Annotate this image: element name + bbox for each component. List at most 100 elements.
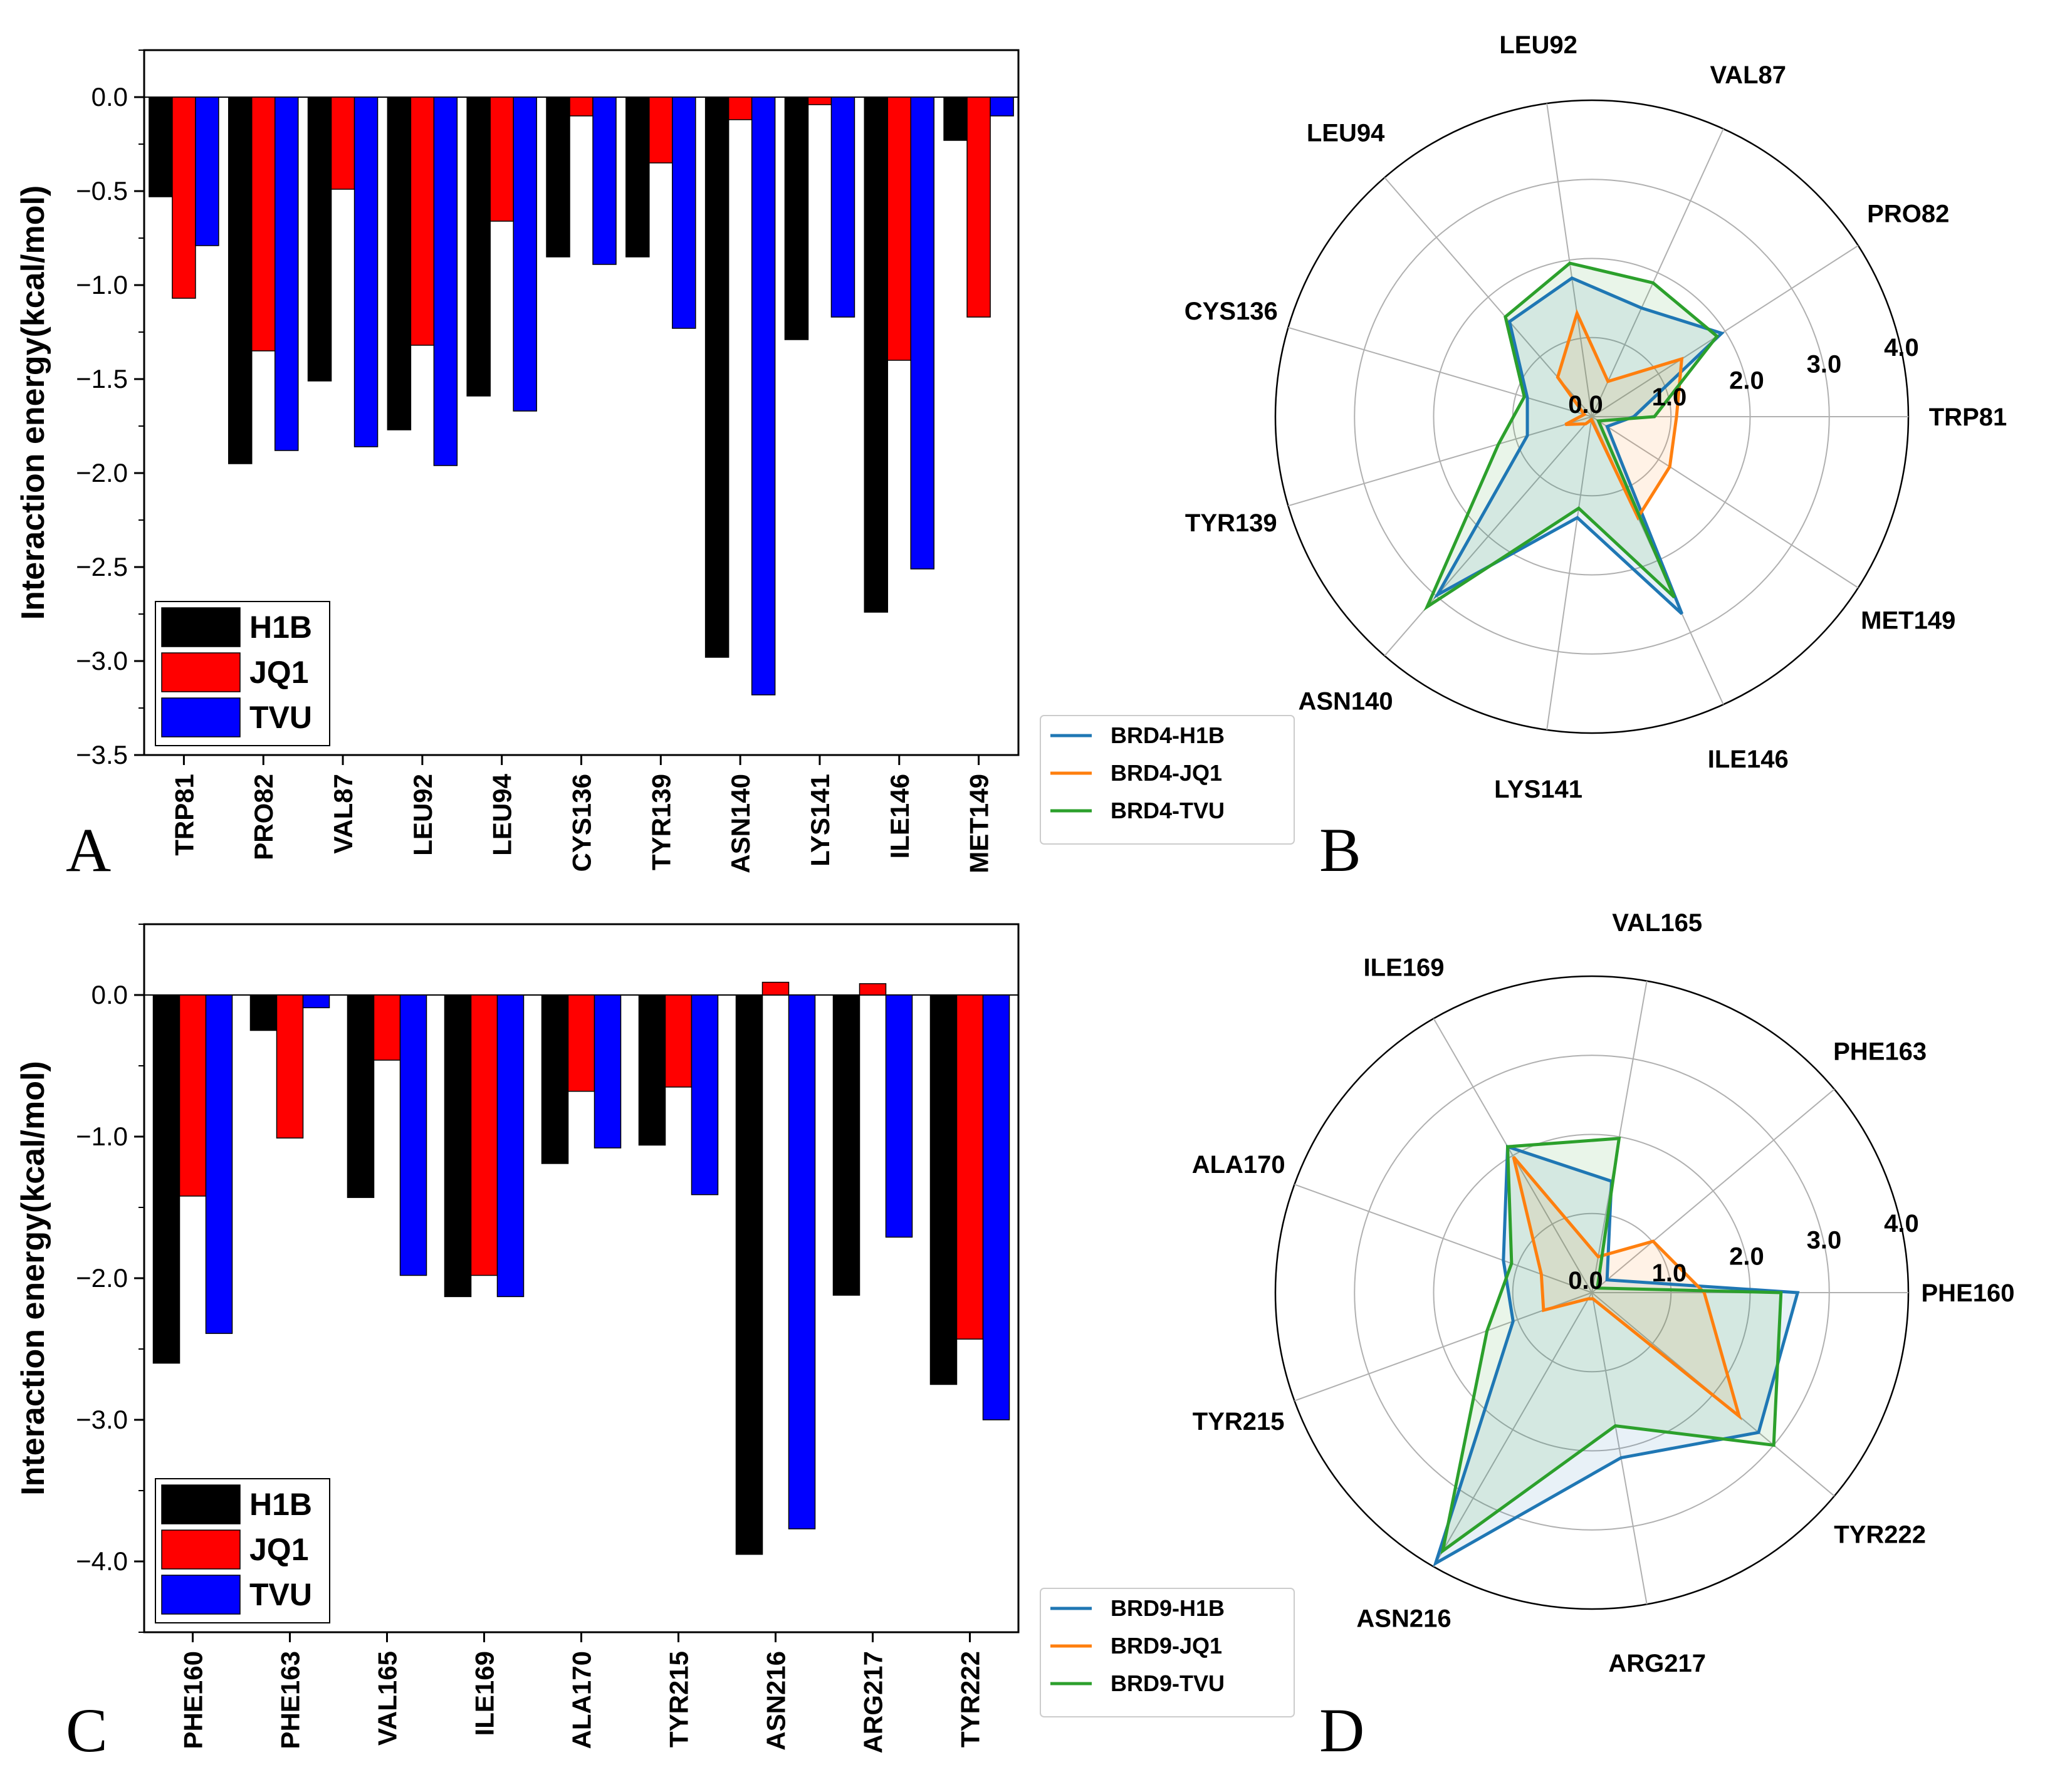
radar-category-label: TRP81 (1929, 404, 2007, 431)
legend-label-h1b: H1B (249, 1487, 312, 1522)
legend-label-brd9-tvu: BRD9-TVU (1111, 1670, 1225, 1696)
bar-jq1-tyr215 (664, 994, 693, 1088)
y-tick-label: −2.0 (76, 458, 128, 487)
bar-tvu-leu92 (433, 96, 458, 466)
bar-h1b-met149 (943, 96, 968, 141)
bar-h1b-leu94 (466, 96, 491, 397)
legend-label-jq1: JQ1 (249, 655, 309, 690)
bar-jq1-phe160 (179, 994, 207, 1197)
x-tick-label: ILE146 (885, 774, 914, 858)
radar-area-brd9-jq1 (1514, 1157, 1740, 1417)
radar-category-label: TYR215 (1193, 1408, 1285, 1435)
radar-r-tick-label: 3.0 (1807, 350, 1842, 378)
y-tick-label: −3.0 (76, 646, 128, 675)
radar-category-label: ALA170 (1192, 1151, 1285, 1179)
y-tick-label: −0.5 (76, 176, 128, 206)
bar-h1b-tyr222 (929, 994, 958, 1385)
bar-jq1-ala170 (567, 994, 595, 1092)
bar-jq1-asn140 (728, 96, 753, 120)
bar-tvu-arg217 (885, 994, 913, 1238)
radar-category-label: ILE169 (1364, 954, 1445, 981)
x-tick-label: PHE160 (179, 1651, 208, 1749)
bar-h1b-ile169 (444, 994, 472, 1298)
bar-h1b-ala170 (541, 994, 569, 1164)
bar-tvu-cys136 (592, 96, 617, 265)
bar-tvu-asn216 (788, 994, 816, 1529)
panel-letter-c: C (66, 1696, 108, 1765)
bar-tvu-val165 (399, 994, 427, 1276)
bar-jq1-ile146 (887, 96, 912, 361)
x-tick-label: ASN140 (726, 774, 755, 873)
panel-letter-b: B (1319, 815, 1361, 885)
y-axis-label: Interaction energy(kcal/mol) (15, 185, 51, 620)
bar-tvu-lys141 (830, 96, 855, 318)
radar-spoke (1433, 1292, 1593, 1567)
panel-b-radar-chart: TRP81 PRO82 VAL87 LEU92 LEU94 CYS136 TYR139 ASN… (1040, 31, 2007, 885)
radar-spoke (1591, 245, 1859, 417)
radar-spoke (1288, 326, 1593, 417)
bar-jq1-met149 (966, 96, 991, 318)
radar-area-brd4-h1b (1437, 278, 1722, 614)
bar-h1b-cys136 (546, 96, 570, 258)
bar-h1b-phe160 (152, 994, 180, 1364)
x-tick-label: CYS136 (567, 774, 597, 872)
x-tick-label: LEU94 (488, 773, 517, 855)
bar-jq1-pro82 (251, 96, 276, 352)
bar-tvu-ile146 (910, 96, 935, 570)
bar-jq1-val87 (330, 96, 355, 190)
bar-jq1-phe163 (276, 994, 304, 1139)
radar-category-label: TYR139 (1185, 509, 1277, 537)
y-tick-label: −3.5 (76, 740, 128, 769)
legend-swatch-h1b (161, 607, 241, 647)
radar-category-label: ILE146 (1708, 746, 1789, 773)
x-tick-label: PRO82 (249, 774, 278, 860)
radar-category-label: VAL165 (1612, 909, 1702, 937)
legend-label-brd4-h1b: BRD4-H1B (1111, 722, 1225, 748)
legend-box (1040, 715, 1295, 845)
radar-category-label: ASN140 (1298, 687, 1393, 715)
bar-tvu-trp81 (195, 96, 219, 246)
y-tick-label: −2.5 (76, 552, 128, 581)
y-tick-label: 0.0 (92, 980, 128, 1009)
radar-category-label: TYR222 (1834, 1521, 1926, 1549)
bar-jq1-tyr222 (956, 994, 984, 1340)
bar-tvu-ala170 (594, 994, 622, 1149)
bar-h1b-leu92 (387, 96, 412, 430)
radar-r-tick-label: 2.0 (1729, 1243, 1764, 1271)
legend-label-jq1: JQ1 (249, 1532, 309, 1567)
radar-r-tick-label: 0.0 (1568, 1267, 1603, 1295)
radar-r-tick-label: 4.0 (1884, 1210, 1919, 1237)
radar-category-label: PHE163 (1833, 1038, 1927, 1065)
y-tick-label: 0.0 (92, 82, 128, 112)
radar-area-brd9-tvu (1443, 1138, 1781, 1551)
x-tick-label: LEU92 (408, 774, 437, 856)
bar-jq1-val165 (373, 994, 401, 1061)
radar-spoke (1591, 416, 1859, 588)
radar-category-label: LEU94 (1307, 120, 1385, 147)
bar-jq1-asn216 (761, 981, 790, 996)
bar-jq1-cys136 (569, 96, 594, 117)
bar-h1b-ile146 (864, 96, 889, 613)
legend-label-brd9-jq1: BRD9-JQ1 (1111, 1633, 1222, 1659)
legend-swatch-tvu (161, 697, 241, 737)
x-tick-label: ASN216 (761, 1651, 791, 1751)
legend-label-h1b: H1B (249, 610, 312, 645)
y-axis-label: Interaction energy(kcal/mol) (15, 1061, 51, 1496)
y-tick-label: −3.0 (76, 1405, 128, 1434)
bar-tvu-tyr215 (691, 994, 719, 1196)
radar-r-tick-label: 4.0 (1884, 334, 1919, 362)
x-tick-label: VAL165 (373, 1651, 402, 1746)
radar-spoke (1591, 128, 1724, 417)
radar-category-label: PHE160 (1922, 1279, 2015, 1307)
legend-box (1040, 1588, 1295, 1717)
y-tick-label: −1.0 (76, 270, 128, 300)
bar-jq1-leu92 (410, 96, 435, 346)
bar-jq1-lys141 (807, 96, 832, 105)
bar-h1b-val87 (307, 96, 332, 382)
radar-spoke (1384, 416, 1593, 657)
legend-swatch-h1b (161, 1484, 241, 1524)
x-tick-label: ALA170 (567, 1651, 597, 1749)
legend-label-brd9-h1b: BRD9-H1B (1111, 1595, 1225, 1621)
x-tick-label: VAL87 (328, 774, 358, 854)
